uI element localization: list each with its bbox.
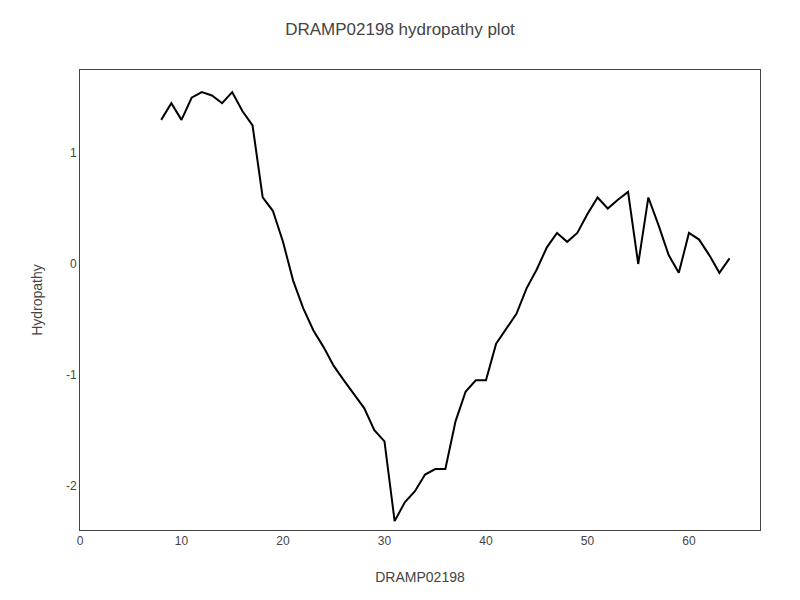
svg-text:-1: -1 <box>66 368 77 382</box>
svg-text:10: 10 <box>175 534 189 548</box>
svg-text:DRAMP02198 hydropathy plot: DRAMP02198 hydropathy plot <box>285 20 515 39</box>
svg-text:-2: -2 <box>66 479 77 493</box>
svg-text:50: 50 <box>581 534 595 548</box>
svg-text:30: 30 <box>378 534 392 548</box>
svg-text:0: 0 <box>70 257 77 271</box>
svg-text:Hydropathy: Hydropathy <box>29 264 45 336</box>
svg-text:20: 20 <box>276 534 290 548</box>
svg-text:0: 0 <box>77 534 84 548</box>
svg-text:60: 60 <box>682 534 696 548</box>
svg-text:1: 1 <box>70 146 77 160</box>
svg-text:DRAMP02198: DRAMP02198 <box>375 569 465 585</box>
svg-text:40: 40 <box>479 534 493 548</box>
